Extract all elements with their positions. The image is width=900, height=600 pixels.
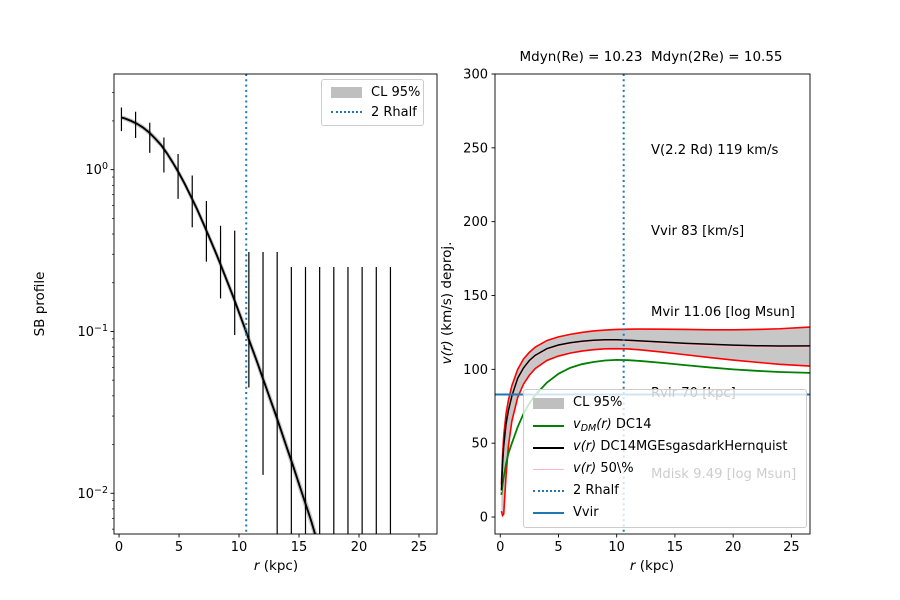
blue-line-swatch: [533, 512, 564, 515]
x-tick-label: 10: [231, 540, 248, 555]
legend-item-vr-model: v(r) DC14MGEsgasdarkHernquist: [533, 439, 797, 456]
y-tick-label: 150: [463, 289, 488, 304]
y-tick-label: 200: [463, 215, 488, 230]
x-tick-label: 5: [554, 540, 562, 555]
legend-item-2rhalf: 2 Rhalf: [331, 105, 417, 120]
y-tick-label: 0: [480, 511, 488, 526]
y-tick-label: 10−1: [77, 323, 108, 340]
legend-item-vvir: Vvir: [533, 505, 797, 522]
x-tick-label: 10: [608, 540, 625, 555]
left-x-axis-label: r (kpc): [253, 558, 299, 574]
y-tick-label: 250: [463, 141, 488, 156]
cl95-upper-red-curve: [500, 326, 810, 485]
x-tick-label: 25: [411, 540, 428, 555]
cl95-lower-red-curve: [500, 347, 810, 518]
left-axes-frame: [113, 73, 438, 535]
sb-model-curve: [121, 116, 317, 534]
y-tick-label: 300: [463, 68, 488, 83]
annotation-v22rd: V(2.2 Rd) 119 km/s: [651, 143, 779, 158]
y-tick-label: 100: [463, 363, 488, 378]
x-tick-label: 20: [725, 540, 742, 555]
right-y-axis-label: v(r) (km/s) deproj.: [439, 241, 455, 365]
pink-line-swatch: [533, 468, 564, 470]
cl95-patch-swatch: [533, 398, 564, 410]
right-legend: CL 95% vDM(r) DC14 v(r) DC14MGEsgasdarkH…: [523, 389, 807, 528]
annotation-vvir: Vvir 83 [km/s]: [651, 224, 745, 239]
x-tick-label: 0: [496, 540, 504, 555]
y-tick-label: 100: [85, 161, 108, 178]
cl95-patch-swatch: [331, 87, 362, 99]
y-tick-label: 10−2: [77, 485, 108, 502]
legend-item-cl95: CL 95%: [533, 395, 797, 412]
green-line-swatch: [533, 424, 564, 427]
legend-item-vr-50pct: v(r) 50\%: [533, 461, 797, 478]
right-axes-frame: [494, 73, 811, 535]
legend-item-2rhalf: 2 Rhalf: [533, 483, 797, 500]
black-line-swatch: [533, 446, 564, 449]
x-tick-label: 0: [115, 540, 123, 555]
x-tick-label: 20: [351, 540, 368, 555]
vr-model-black-curve: [500, 339, 810, 491]
left-legend: CL 95% 2 Rhalf: [321, 79, 424, 126]
x-tick-label: 15: [291, 540, 308, 555]
x-tick-label: 15: [667, 540, 684, 555]
legend-item-cl95: CL 95%: [331, 85, 420, 100]
x-tick-label: 25: [783, 540, 800, 555]
vdm-dc14-green-curve: [500, 358, 810, 495]
annotation-mvir: Mvir 11.06 [log Msun]: [651, 305, 795, 320]
dotted-line-swatch: [533, 490, 564, 493]
right-x-axis-label: r (kpc): [629, 558, 675, 574]
x-tick-label: 5: [175, 540, 183, 555]
left-plot-area: [120, 74, 392, 534]
cl95-band: [121, 115, 318, 534]
legend-item-vdm-dc14: vDM(r) DC14: [533, 417, 797, 434]
dotted-line-swatch: [331, 111, 362, 114]
y-tick-label: 50: [471, 437, 488, 452]
sb-errorbars: [120, 107, 392, 534]
right-panel-title: Mdyn(Re) = 10.23 Mdyn(2Re) = 10.55: [519, 49, 783, 65]
left-y-axis-label: SB profile: [32, 271, 48, 337]
